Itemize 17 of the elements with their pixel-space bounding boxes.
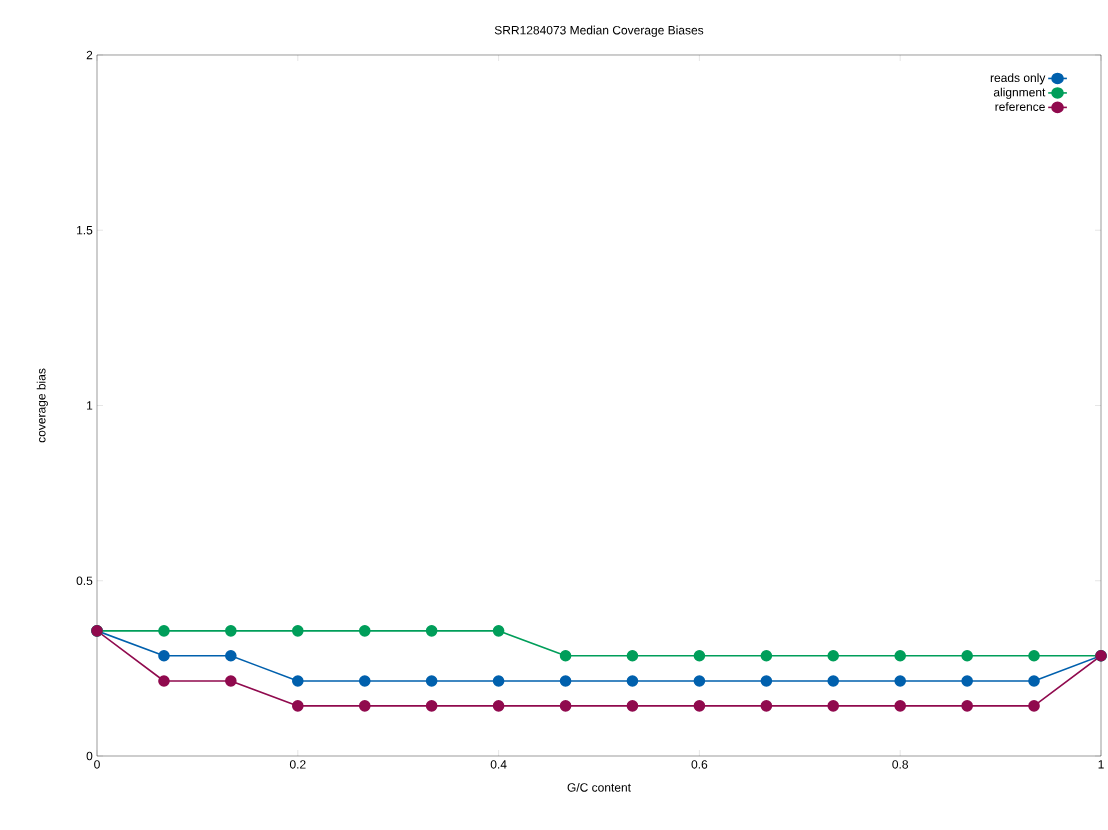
- legend-label: reads only: [990, 73, 1046, 85]
- x-tick-label: 1: [1098, 760, 1104, 769]
- legend-label: reference: [995, 102, 1045, 111]
- y-tick-label: 0.5: [76, 576, 93, 585]
- x-axis-title: G/C content: [567, 782, 631, 792]
- y-tick-label: 2: [86, 50, 93, 60]
- chart-title: SRR1284073 Median Coverage Biases: [494, 25, 704, 37]
- x-tick-label: 0.8: [892, 760, 909, 769]
- x-tick-label: 0: [94, 760, 100, 769]
- y-tick-label: 1.5: [77, 226, 93, 235]
- legend-label: alignment: [993, 87, 1046, 99]
- x-tick-label: 0.2: [289, 760, 306, 769]
- x-tick-label: 0.4: [490, 760, 507, 769]
- y-tick-label: 1: [87, 401, 93, 410]
- y-axis-title: coverage bias: [36, 368, 48, 443]
- y-tick-label: 0: [86, 751, 93, 761]
- x-tick-label: 0.6: [691, 760, 708, 769]
